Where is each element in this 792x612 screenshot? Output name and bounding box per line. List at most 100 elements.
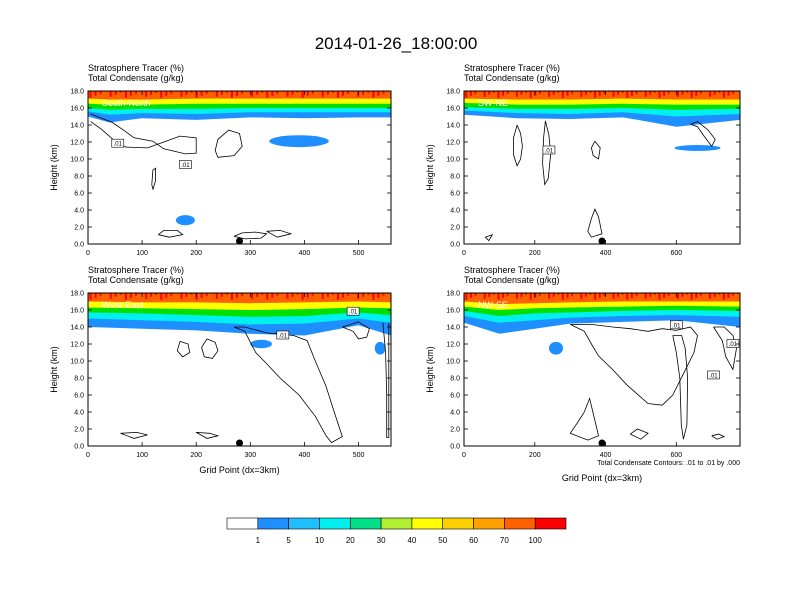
- condensate-contour: [587, 208, 603, 238]
- tracer-top-streak: [617, 293, 620, 297]
- colorbar-label: 10: [315, 536, 324, 545]
- tracer-top-streak: [561, 293, 564, 300]
- y-tick-label: 12.0: [70, 342, 84, 349]
- colorbar-box: [411, 517, 444, 530]
- condensate-contour: [120, 431, 148, 439]
- tracer-top-streak: [580, 91, 583, 97]
- tracer-top-streak: [667, 91, 670, 94]
- contour-note: Total Condensate Contours: .01 to .01 by…: [597, 460, 740, 467]
- tracer-top-streak: [331, 91, 334, 93]
- colorbar-box: [226, 517, 259, 530]
- tracer-top-streak: [695, 293, 698, 298]
- tracer-top-streak: [311, 91, 314, 94]
- tracer-top-streak: [119, 293, 122, 295]
- contour-label: .01: [545, 149, 554, 155]
- panel-subtitle-1: Stratosphere Tracer (%): [88, 63, 184, 73]
- location-marker: [598, 439, 606, 446]
- y-tick-label: 4.0: [74, 208, 84, 215]
- tracer-top-streak: [114, 91, 117, 95]
- colorbar-label: 50: [438, 536, 447, 545]
- plot-area: .01 .01: [88, 91, 391, 244]
- colorbar-label: 60: [469, 536, 478, 545]
- colorbar-label: 30: [377, 536, 386, 545]
- tracer-top-streak: [488, 293, 491, 297]
- tracer-top-streak: [557, 293, 560, 295]
- panels: Stratosphere Tracer (%) Total Condensate …: [49, 63, 741, 483]
- condensate-contour: [569, 397, 599, 441]
- tracer-top-streak: [215, 293, 218, 299]
- condensate-contour: [214, 129, 243, 158]
- y-tick-label: 2.0: [450, 427, 460, 434]
- tracer-top-streak: [225, 293, 228, 295]
- tracer-top-streaks: [465, 91, 739, 98]
- condensate-contour: [266, 229, 293, 238]
- tracer-top-streak: [180, 91, 183, 97]
- y-tick-label: 14.0: [70, 123, 84, 130]
- tracer-top-streak: [266, 293, 269, 300]
- tracer-top-streak: [155, 91, 158, 93]
- tracer-top-streak: [644, 293, 647, 299]
- y-tick-label: 18.0: [446, 89, 460, 96]
- tracer-top-streak: [502, 91, 505, 96]
- colorbar-label: 70: [500, 536, 509, 545]
- tracer-top-streak: [241, 91, 244, 94]
- x-tick-label: 100: [136, 452, 148, 459]
- y-tick-label: 18.0: [70, 291, 84, 298]
- x-tick-label: 600: [670, 452, 682, 459]
- panel-subtitle-2: Total Condensate (g/kg): [464, 73, 560, 83]
- tracer-top-streak: [99, 91, 102, 94]
- tracer-top-streak: [150, 91, 153, 95]
- tracer-top-streak: [663, 91, 666, 96]
- tracer-top-streak: [722, 293, 725, 300]
- panel-subtitle-1: Stratosphere Tracer (%): [464, 265, 560, 275]
- colorbar: 1 5 10 20 30 40 50 60 70 100: [226, 517, 567, 545]
- condensate-contour: [176, 341, 191, 358]
- tracer-top-streak: [502, 293, 505, 298]
- contour-label-box: [346, 306, 360, 316]
- location-marker: [236, 237, 243, 244]
- tracer-top-streak: [589, 91, 592, 93]
- tracer-top-streak: [342, 293, 345, 298]
- tracer-top-streak: [589, 293, 592, 295]
- plot-area: .01: [464, 91, 740, 244]
- tracer-top-streak: [306, 293, 309, 298]
- tracer-top-streak: [94, 293, 97, 298]
- tracer-top-streak: [699, 91, 702, 94]
- tracer-top-streak: [525, 91, 528, 93]
- tracer-top-streak: [658, 91, 661, 98]
- tracer-top-streak: [718, 293, 721, 295]
- x-tick-label: 0: [86, 452, 90, 459]
- tracer-top-streak: [649, 293, 652, 297]
- tracer-top-streak: [150, 293, 153, 297]
- panel-sw-ne: Stratosphere Tracer (%)Total Condensate …: [425, 63, 741, 257]
- tracer-top-streak: [483, 91, 486, 97]
- y-tick-label: 8.0: [450, 174, 460, 181]
- panel-label: NW-SE: [478, 300, 508, 310]
- y-tick-label: 18.0: [70, 89, 84, 96]
- tracer-top-streak: [266, 91, 269, 98]
- condensate-contour: [196, 432, 220, 439]
- x-tick-label: 0: [462, 250, 466, 257]
- tracer-top-streak: [342, 91, 345, 96]
- tracer-top-streak: [286, 91, 289, 97]
- tracer-patch: [374, 341, 386, 355]
- x-tick-label: 200: [529, 250, 541, 257]
- tracer-top-streak: [635, 91, 638, 94]
- tracer-top-streak: [626, 293, 629, 300]
- y-tick-label: 2.0: [450, 225, 460, 232]
- tracer-top-streak: [367, 91, 370, 93]
- contour-label: .01: [279, 334, 288, 340]
- tracer-top-streak: [129, 91, 132, 96]
- tracer-top-streak: [109, 293, 112, 299]
- tracer-top-streak: [667, 293, 670, 296]
- plot-frame: [463, 292, 741, 447]
- colorbar-label: 100: [529, 536, 543, 545]
- tracer-top-streak: [676, 293, 679, 299]
- tracer-top-streak: [722, 91, 725, 98]
- tracer-top-streak: [658, 293, 661, 300]
- y-axis-label: Height (km): [49, 346, 59, 393]
- tracer-top-streak: [690, 293, 693, 300]
- tracer-top-streak: [630, 91, 633, 96]
- tracer-top-streak: [251, 293, 254, 299]
- tracer-top-streak: [681, 293, 684, 297]
